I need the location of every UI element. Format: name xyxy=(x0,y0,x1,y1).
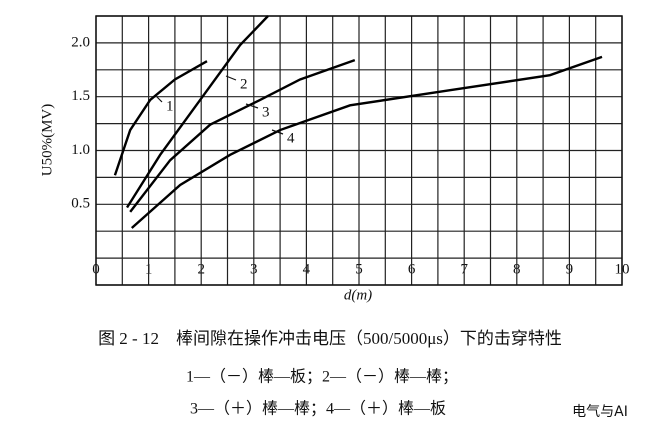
curve xyxy=(130,55,603,229)
leader-line xyxy=(225,75,237,81)
curve xyxy=(126,15,269,209)
curve-label: 2 xyxy=(240,76,248,92)
curve-label: 3 xyxy=(262,104,270,120)
caption: 图 2 - 12 棒间隙在操作冲击电压（500/5000μs）下的击穿特性 xyxy=(98,329,562,348)
y-tick-label: 2.0 xyxy=(71,34,90,50)
caption: 1—（－）棒—板；2—（－）棒—棒； xyxy=(186,368,458,386)
curve-label: 1 xyxy=(166,98,174,114)
curve-label: 4 xyxy=(287,130,295,146)
curve xyxy=(129,58,356,213)
y-tick-label: 1.0 xyxy=(71,142,90,158)
x-axis-label: d(m) xyxy=(344,287,372,303)
leader-line xyxy=(156,96,163,103)
y-axis-label: U50%(MV) xyxy=(39,104,55,177)
y-tick-label: 1.5 xyxy=(71,88,90,104)
leader-line xyxy=(271,129,284,135)
curve xyxy=(113,60,208,176)
leader-line xyxy=(245,103,259,109)
y-tick-label: 0.5 xyxy=(71,196,90,212)
caption: 3—（＋）棒—棒；4—（＋）棒—板 xyxy=(190,400,446,418)
watermark: 电气与AI xyxy=(572,404,628,420)
plot-frame xyxy=(95,15,623,286)
